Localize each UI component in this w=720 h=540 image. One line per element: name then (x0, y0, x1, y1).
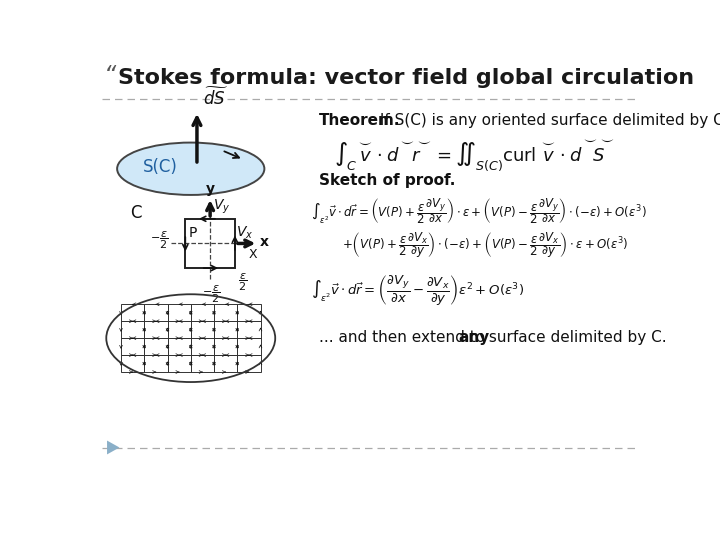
Text: $\widetilde{dS}$: $\widetilde{dS}$ (203, 87, 228, 109)
Text: $V_x$: $V_x$ (236, 225, 254, 241)
Text: ... and then extend to: ... and then extend to (319, 330, 490, 346)
Text: $-\dfrac{\varepsilon}{2}$: $-\dfrac{\varepsilon}{2}$ (150, 230, 168, 251)
Text: surface delimited by C.: surface delimited by C. (485, 330, 667, 346)
Text: If S(C) is any oriented surface delimited by C:: If S(C) is any oriented surface delimite… (375, 112, 720, 127)
Text: Stokes formula: vector field global circulation: Stokes formula: vector field global circ… (118, 68, 694, 88)
Text: y: y (205, 181, 215, 195)
Text: any: any (458, 330, 490, 346)
Text: $\int_C \overset{\smile}{v} \cdot d\overset{\smile\smile}{r} = \iint_{S(C)} \mat: $\int_C \overset{\smile}{v} \cdot d\over… (334, 138, 615, 173)
Ellipse shape (117, 143, 264, 195)
Text: X: X (249, 248, 258, 261)
Text: x: x (260, 235, 269, 249)
Text: P: P (189, 226, 197, 240)
Text: $\int_{\varepsilon^2} \vec{v} \cdot d\vec{r} = \left( V(P) + \dfrac{\varepsilon}: $\int_{\varepsilon^2} \vec{v} \cdot d\ve… (311, 195, 647, 226)
Text: C: C (130, 204, 142, 222)
Text: $\dfrac{\varepsilon}{2}$: $\dfrac{\varepsilon}{2}$ (238, 271, 247, 293)
Text: “: “ (104, 64, 116, 88)
Text: S(C): S(C) (143, 158, 178, 176)
Text: Theorem.: Theorem. (319, 112, 400, 127)
Text: $V_y$: $V_y$ (213, 197, 230, 215)
Polygon shape (107, 441, 120, 455)
Text: $+ \left( V(P) + \dfrac{\varepsilon}{2}\dfrac{\partial V_x}{\partial y} \right) : $+ \left( V(P) + \dfrac{\varepsilon}{2}\… (342, 231, 628, 260)
Text: Sketch of proof.: Sketch of proof. (319, 173, 455, 187)
Text: $\int_{\varepsilon^2} \vec{v} \cdot d\vec{r} = \left( \dfrac{\partial V_y}{\part: $\int_{\varepsilon^2} \vec{v} \cdot d\ve… (311, 273, 524, 307)
Text: $-\dfrac{\varepsilon}{2}$: $-\dfrac{\varepsilon}{2}$ (202, 284, 221, 305)
